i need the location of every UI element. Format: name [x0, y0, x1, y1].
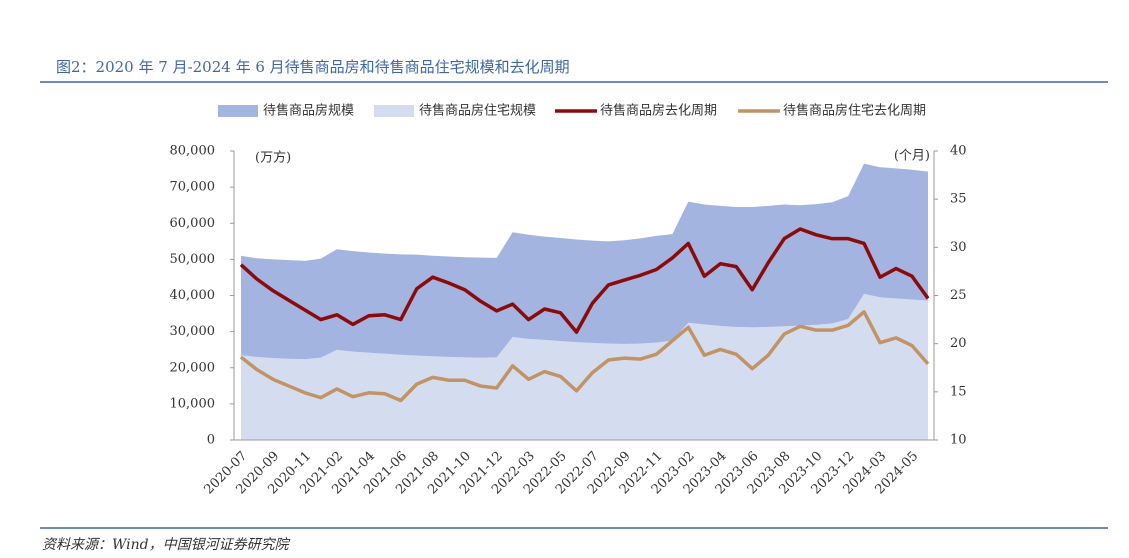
y2-tick-label: 10 — [950, 433, 967, 448]
legend-label: 待售商品房住宅规模 — [419, 103, 536, 119]
y-tick-label: 0 — [207, 433, 215, 448]
chart-title: 图2：2020 年 7 月-2024 年 6 月待售商品房和待售商品住宅规模和去… — [56, 58, 570, 76]
legend-label: 待售商品房规模 — [263, 103, 354, 119]
legend-swatch — [374, 105, 414, 117]
y2-tick-label: 25 — [950, 288, 967, 303]
y-tick-label: 50,000 — [170, 252, 216, 267]
y2-tick-label: 35 — [950, 192, 967, 207]
y2-tick-label: 15 — [950, 384, 967, 399]
source-note: 资料来源：Wind，中国银河证券研究院 — [42, 537, 291, 553]
line — [239, 227, 930, 334]
legend-label: 待售商品房住宅去化周期 — [783, 103, 926, 119]
legend-label: 待售商品房去化周期 — [600, 103, 717, 119]
y2-axis-label: (个月) — [894, 149, 930, 164]
y-axis-label: (万方) — [255, 150, 291, 166]
y-tick-label: 10,000 — [170, 396, 216, 411]
y2-tick-label: 30 — [950, 240, 967, 255]
line — [239, 310, 930, 403]
y-tick-label: 20,000 — [170, 360, 216, 375]
legend-swatch — [218, 105, 258, 117]
area — [241, 293, 928, 440]
y-tick-label: 80,000 — [170, 144, 216, 159]
y-tick-label: 30,000 — [170, 324, 216, 339]
y2-tick-label: 40 — [950, 144, 967, 159]
y2-tick-label: 20 — [950, 336, 967, 351]
y-tick-label: 70,000 — [170, 180, 216, 195]
y-tick-label: 60,000 — [170, 216, 216, 231]
y-tick-label: 40,000 — [170, 288, 216, 303]
